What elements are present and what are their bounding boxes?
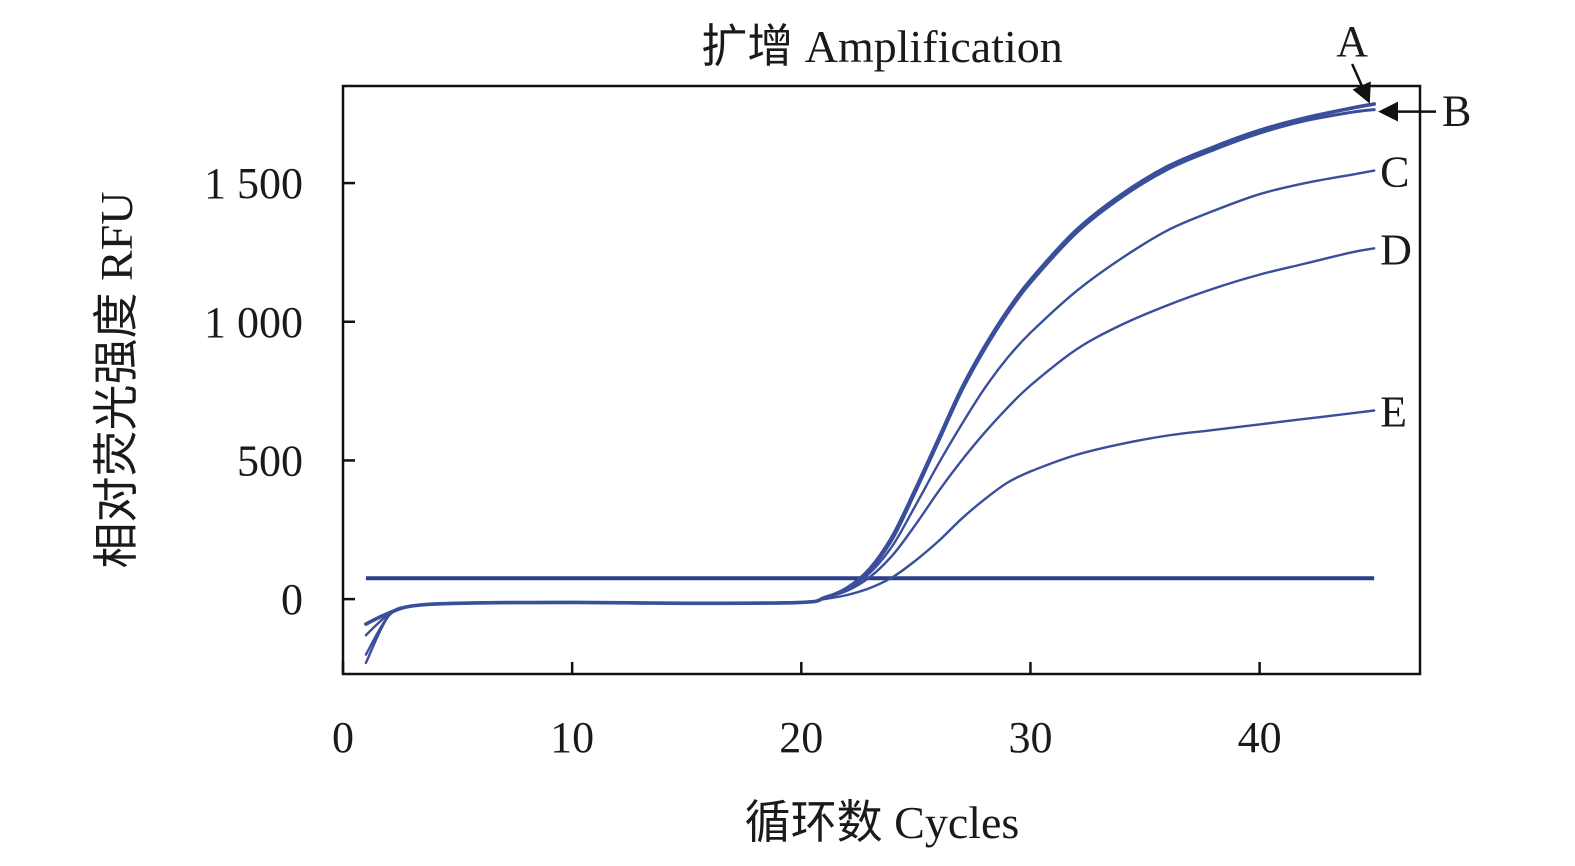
- plot-area: [341, 84, 1422, 676]
- series-label-d: D: [1380, 225, 1412, 274]
- x-axis: 0 10 20 30 40: [332, 662, 1282, 762]
- series-label-a: A: [1336, 17, 1368, 66]
- series-line-e: [364, 409, 1376, 665]
- y-tick-label: 1 500: [204, 159, 303, 208]
- x-tick-label: 20: [779, 713, 823, 762]
- series-line-b: [364, 108, 1376, 626]
- x-tick-label: 10: [550, 713, 594, 762]
- series-label-a-arrow: [1351, 63, 1371, 104]
- x-tick-label: 40: [1238, 713, 1282, 762]
- y-tick-label: 0: [281, 575, 303, 624]
- series-line-a: [364, 102, 1376, 626]
- series-line-c: [364, 169, 1376, 656]
- x-tick-label: 30: [1008, 713, 1052, 762]
- x-axis-label: 循环数 Cycles: [745, 797, 1020, 848]
- chart-title: 扩增 Amplification: [701, 21, 1063, 72]
- y-tick-label: 1 000: [204, 298, 303, 347]
- y-axis-label: 相对荧光强度 RFU: [91, 192, 142, 569]
- series-label-e: E: [1380, 388, 1407, 437]
- series-label-c: C: [1380, 148, 1409, 197]
- series-label-b: B: [1442, 87, 1471, 136]
- plot-frame: [341, 84, 1422, 676]
- x-tick-label: 0: [332, 713, 354, 762]
- y-tick-label: 500: [237, 436, 303, 485]
- y-axis: 0 500 1 000 1 500: [204, 159, 355, 624]
- curve-labels: A BCD E: [1336, 17, 1471, 437]
